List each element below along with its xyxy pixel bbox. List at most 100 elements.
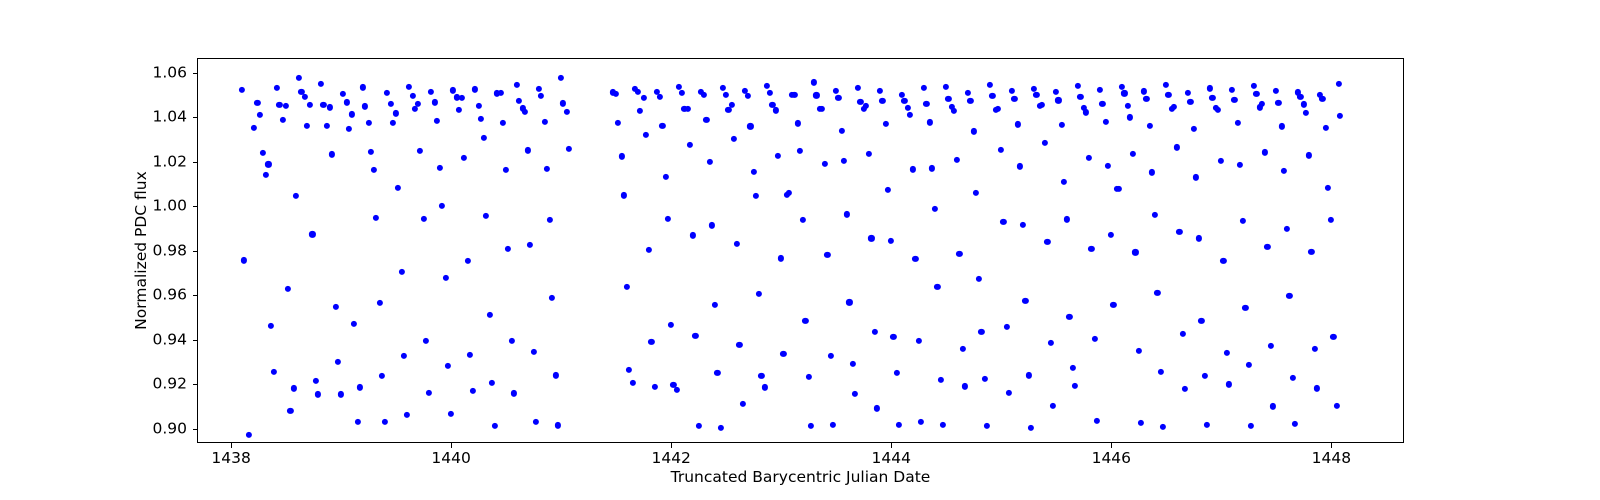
data-point (631, 86, 638, 93)
data-point (1055, 97, 1062, 104)
data-point (767, 90, 774, 97)
data-point (1240, 218, 1247, 225)
data-point (450, 87, 457, 94)
data-point (849, 360, 856, 367)
data-point (458, 94, 466, 101)
data-point (1201, 372, 1208, 379)
data-point (1336, 113, 1344, 120)
data-point (370, 167, 378, 174)
data-point (486, 312, 493, 319)
data-point (642, 131, 649, 138)
data-point (1229, 86, 1236, 93)
data-point (1047, 340, 1054, 347)
data-point (686, 142, 693, 149)
data-point (618, 153, 625, 160)
y-tick-label: 0.98 (152, 240, 187, 259)
data-point (844, 211, 851, 218)
data-point (943, 83, 950, 90)
data-point (1181, 385, 1189, 392)
data-point (932, 205, 939, 212)
data-point (1075, 83, 1082, 90)
data-point (956, 251, 963, 258)
data-point (433, 117, 440, 125)
y-tick-label: 0.90 (152, 418, 187, 437)
data-point (1214, 107, 1222, 114)
data-point (1115, 185, 1123, 192)
data-point (287, 407, 294, 414)
data-point (1082, 109, 1089, 116)
data-point (483, 213, 490, 220)
data-point (1313, 385, 1321, 392)
data-point (1278, 123, 1285, 130)
data-point (276, 101, 283, 109)
data-point (994, 105, 1001, 112)
data-point (1000, 218, 1007, 225)
data-point (1003, 323, 1010, 330)
data-point (1031, 85, 1038, 92)
data-point (778, 255, 785, 262)
data-point (697, 88, 704, 95)
data-point (758, 372, 765, 379)
data-point (791, 91, 798, 98)
y-tick-label: 1.04 (152, 107, 187, 126)
data-point (890, 333, 897, 341)
data-point (285, 285, 292, 292)
data-point (395, 185, 402, 192)
data-point (670, 381, 677, 388)
data-point (521, 108, 528, 115)
x-tick-mark (891, 443, 893, 448)
data-point (714, 369, 721, 376)
data-point (1157, 368, 1164, 376)
data-point (1174, 144, 1181, 151)
data-point (292, 192, 300, 199)
data-point (967, 97, 974, 105)
data-point (659, 122, 666, 129)
data-point (256, 111, 263, 119)
data-point (1020, 221, 1027, 228)
data-point (365, 119, 372, 127)
data-point (939, 421, 946, 428)
data-point (829, 421, 836, 428)
data-point (1322, 124, 1329, 131)
data-point (436, 164, 444, 171)
data-point (254, 100, 261, 107)
data-point (1275, 99, 1282, 106)
data-point (1042, 140, 1049, 147)
data-point (303, 122, 311, 129)
data-point (519, 105, 526, 112)
x-tick-mark (451, 443, 453, 448)
data-point (298, 88, 305, 95)
data-point (1308, 248, 1315, 255)
data-point (1209, 94, 1216, 101)
data-point (640, 95, 647, 102)
data-point (866, 150, 873, 157)
data-point (359, 84, 367, 91)
data-point (1245, 361, 1252, 368)
data-point (314, 391, 322, 398)
data-point (1223, 350, 1230, 357)
data-point (1335, 80, 1343, 87)
data-point (1025, 372, 1032, 379)
data-point (961, 383, 968, 390)
x-tick-label: 1438 (211, 449, 251, 467)
data-point (532, 418, 539, 426)
data-point (1080, 104, 1087, 111)
data-point (549, 294, 556, 301)
data-point (1179, 330, 1186, 337)
plot-area (197, 58, 1404, 443)
data-point (1251, 82, 1258, 89)
data-point (541, 118, 548, 125)
data-point (554, 422, 561, 429)
data-point (510, 390, 517, 397)
data-point (1220, 257, 1227, 265)
data-point (945, 95, 952, 102)
data-point (1165, 92, 1172, 99)
x-tick-mark (1111, 443, 1113, 448)
data-point (502, 166, 510, 173)
data-point (912, 255, 919, 262)
data-point (1284, 225, 1291, 233)
x-tick-label: 1440 (431, 449, 471, 467)
y-tick-mark (193, 161, 198, 163)
data-point (1234, 119, 1241, 126)
data-point (928, 165, 935, 172)
